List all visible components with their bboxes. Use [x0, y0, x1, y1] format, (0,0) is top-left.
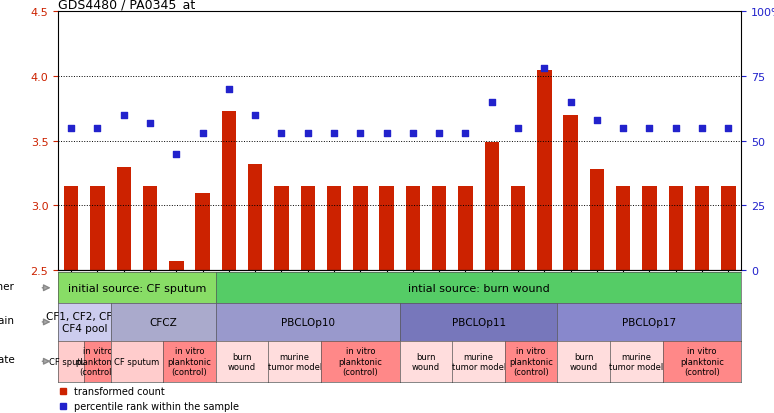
- Text: murine
tumor model: murine tumor model: [609, 352, 663, 371]
- Bar: [721, 187, 735, 271]
- Bar: [642, 187, 656, 271]
- Point: [722, 125, 735, 132]
- Point: [670, 125, 682, 132]
- Text: strain: strain: [0, 315, 15, 325]
- Bar: [432, 187, 447, 271]
- Text: in vitro
planktonic
(control): in vitro planktonic (control): [338, 347, 382, 376]
- Point: [197, 131, 209, 137]
- Text: CF sputum: CF sputum: [49, 357, 94, 366]
- Text: transformed count: transformed count: [74, 386, 165, 396]
- Text: burn
wound: burn wound: [228, 352, 256, 371]
- Bar: [327, 187, 341, 271]
- Text: CFCZ: CFCZ: [149, 317, 177, 327]
- Text: intial source: burn wound: intial source: burn wound: [408, 283, 550, 293]
- Point: [249, 112, 262, 119]
- Bar: [590, 170, 604, 271]
- Point: [65, 125, 77, 132]
- Text: murine
tumor model: murine tumor model: [268, 352, 322, 371]
- Bar: [64, 187, 78, 271]
- Text: GDS4480 / PA0345_at: GDS4480 / PA0345_at: [58, 0, 195, 11]
- Text: other: other: [0, 282, 15, 292]
- Point: [223, 87, 235, 93]
- Bar: [353, 187, 368, 271]
- Bar: [169, 261, 183, 271]
- Text: CF1, CF2, CF3,
CF4 pool: CF1, CF2, CF3, CF4 pool: [46, 311, 122, 333]
- Point: [512, 125, 524, 132]
- Bar: [616, 187, 631, 271]
- Text: murine
tumor model: murine tumor model: [451, 352, 505, 371]
- Point: [485, 100, 498, 106]
- Point: [302, 131, 314, 137]
- Bar: [379, 187, 394, 271]
- Bar: [695, 187, 709, 271]
- Bar: [91, 187, 104, 271]
- Text: PBCLOp17: PBCLOp17: [622, 317, 676, 327]
- Bar: [274, 187, 289, 271]
- Point: [617, 125, 629, 132]
- Point: [406, 131, 419, 137]
- Text: burn
wound: burn wound: [570, 352, 598, 371]
- Text: in vitro
planktonic
(control): in vitro planktonic (control): [509, 347, 553, 376]
- Point: [91, 125, 104, 132]
- Bar: [117, 167, 131, 271]
- Point: [433, 131, 445, 137]
- Point: [276, 131, 288, 137]
- Text: in vitro
planktonic
(control): in vitro planktonic (control): [76, 347, 119, 376]
- Text: in vitro
planktonic
(control): in vitro planktonic (control): [680, 347, 724, 376]
- Text: CF sputum: CF sputum: [115, 357, 159, 366]
- Bar: [669, 187, 683, 271]
- Point: [170, 151, 183, 158]
- Bar: [248, 165, 262, 271]
- Point: [328, 131, 341, 137]
- Text: PBCLOp11: PBCLOp11: [451, 317, 505, 327]
- Bar: [485, 143, 499, 271]
- Bar: [221, 112, 236, 271]
- Point: [564, 100, 577, 106]
- Point: [118, 112, 130, 119]
- Text: initial source: CF sputum: initial source: CF sputum: [67, 283, 206, 293]
- Bar: [406, 187, 420, 271]
- Bar: [537, 71, 552, 271]
- Point: [354, 131, 367, 137]
- Bar: [458, 187, 473, 271]
- Point: [381, 131, 393, 137]
- Text: percentile rank within the sample: percentile rank within the sample: [74, 401, 239, 411]
- Bar: [195, 193, 210, 271]
- Point: [696, 125, 708, 132]
- Text: PBCLOp10: PBCLOp10: [281, 317, 335, 327]
- Point: [643, 125, 656, 132]
- Point: [459, 131, 471, 137]
- Point: [144, 120, 156, 127]
- Bar: [300, 187, 315, 271]
- Text: isolate: isolate: [0, 354, 15, 364]
- Bar: [143, 187, 157, 271]
- Point: [538, 66, 550, 73]
- Text: burn
wound: burn wound: [412, 352, 440, 371]
- Bar: [563, 116, 578, 271]
- Point: [591, 117, 603, 124]
- Text: in vitro
planktonic
(control): in vitro planktonic (control): [167, 347, 211, 376]
- Bar: [511, 187, 526, 271]
